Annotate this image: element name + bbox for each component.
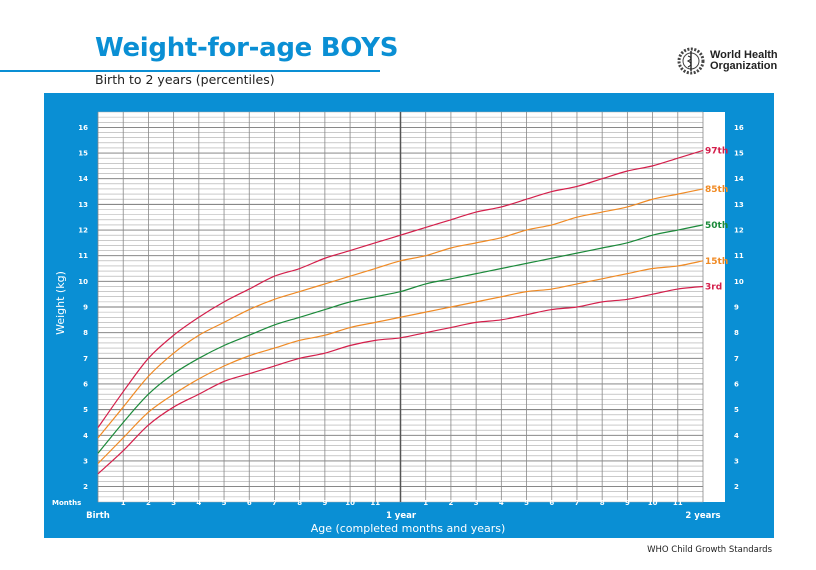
- chart-title: Weight-for-age BOYS: [95, 33, 399, 63]
- y-tick-label-left: 7: [83, 355, 88, 363]
- y-tick-label-right: 14: [734, 175, 744, 183]
- months-label: Months: [52, 499, 81, 507]
- percentile-label-3rd: 3rd: [705, 282, 722, 292]
- percentile-curve-85th: [97, 188, 704, 439]
- x-tick-label: 2: [146, 499, 151, 507]
- x-tick-label: 6: [549, 499, 554, 507]
- y-tick-label-right: 11: [734, 252, 744, 260]
- y-tick-label-left: 16: [78, 124, 88, 132]
- y-tick-label-left: 6: [83, 380, 88, 388]
- x-tick-label: 8: [600, 499, 605, 507]
- y-tick-label-left: 14: [78, 175, 88, 183]
- logo-line-2: Organization: [710, 60, 778, 72]
- y-tick-label-left: 10: [78, 278, 88, 286]
- x-tick-label: 11: [673, 499, 683, 507]
- title-rule: [0, 70, 380, 72]
- y-tick-label-right: 6: [734, 380, 739, 388]
- x-tick-label: 3: [171, 499, 176, 507]
- y-tick-label-right: 4: [734, 432, 739, 440]
- y-ticks: 2 2 3 3 4 4 5 5 6 6 7 7 8 8 9 9 10 10 11 11 12 12 13 13 14 14 15 15…: [78, 124, 744, 491]
- x-tick-label: 4: [196, 499, 201, 507]
- y-tick-label-right: 9: [734, 304, 739, 312]
- y-tick-label-left: 8: [83, 329, 88, 337]
- y-tick-label-left: 9: [83, 304, 88, 312]
- y-tick-label-right: 5: [734, 406, 739, 414]
- x-tick-label: 10: [648, 499, 658, 507]
- percentile-curve-3rd: [97, 285, 704, 475]
- y-tick-label-right: 10: [734, 278, 744, 286]
- x-tick-label: 11: [370, 499, 380, 507]
- y-tick-label-right: 15: [734, 150, 744, 158]
- logo-line-1: World Health: [710, 49, 778, 61]
- x-tick-label: 7: [575, 499, 580, 507]
- x-tick-label: 1: [121, 499, 126, 507]
- y-axis-label: Weight (kg): [54, 271, 67, 335]
- who-emblem-icon: [677, 47, 705, 75]
- two-years-label: 2 years: [685, 511, 720, 521]
- y-tick-label-left: 2: [83, 483, 88, 491]
- x-tick-label: 10: [345, 499, 355, 507]
- y-tick-label-right: 13: [734, 201, 744, 209]
- chart-subtitle: Birth to 2 years (percentiles): [95, 72, 275, 87]
- birth-label: Birth: [86, 511, 110, 521]
- y-tick-label-left: 3: [83, 457, 88, 465]
- y-tick-label-right: 2: [734, 483, 739, 491]
- y-tick-label-left: 13: [78, 201, 88, 209]
- y-tick-label-right: 3: [734, 457, 739, 465]
- x-tick-label: 9: [625, 499, 630, 507]
- x-tick-label: 5: [524, 499, 529, 507]
- x-tick-label: 4: [499, 499, 504, 507]
- x-axis-label: Age (completed months and years): [311, 522, 506, 535]
- x-tick-label: 2: [448, 499, 453, 507]
- percentile-label-15th: 15th: [705, 257, 728, 267]
- x-tick-label: 9: [322, 499, 327, 507]
- x-tick-label: 3: [474, 499, 479, 507]
- y-tick-label-left: 12: [78, 227, 88, 235]
- x-tick-label: 8: [297, 499, 302, 507]
- percentile-label-97th: 97th: [705, 146, 728, 156]
- y-tick-label-right: 7: [734, 355, 739, 363]
- percentile-labels: 97th 85th 50th 15th 3rd: [705, 146, 728, 292]
- y-tick-label-right: 8: [734, 329, 739, 337]
- who-logo: World Health Organization: [676, 47, 778, 75]
- y-tick-label-left: 11: [78, 252, 88, 260]
- footer-note: WHO Child Growth Standards: [647, 545, 772, 555]
- y-tick-label-right: 16: [734, 124, 744, 132]
- one-year-label: 1 year: [386, 511, 417, 521]
- y-tick-label-left: 4: [83, 432, 88, 440]
- percentile-curve-97th: [97, 149, 704, 428]
- y-tick-label-left: 15: [78, 150, 88, 158]
- curves: [97, 149, 704, 475]
- percentile-label-50th: 50th: [705, 221, 728, 231]
- x-ticks: 1 2 3 4 5 6 7 8 9 10 11 1 2 3 4 5 6 7 8 9 10 11: [121, 499, 683, 507]
- x-tick-label: 6: [247, 499, 252, 507]
- percentile-curve-50th: [97, 224, 704, 454]
- x-tick-label: 7: [272, 499, 277, 507]
- percentile-label-85th: 85th: [705, 185, 728, 195]
- who-logo-text: World Health Organization: [710, 50, 778, 72]
- x-tick-label: 5: [222, 499, 227, 507]
- x-tick-label: 1: [423, 499, 428, 507]
- y-tick-label-left: 5: [83, 406, 88, 414]
- y-tick-label-right: 12: [734, 227, 744, 235]
- percentile-curve-15th: [97, 260, 704, 464]
